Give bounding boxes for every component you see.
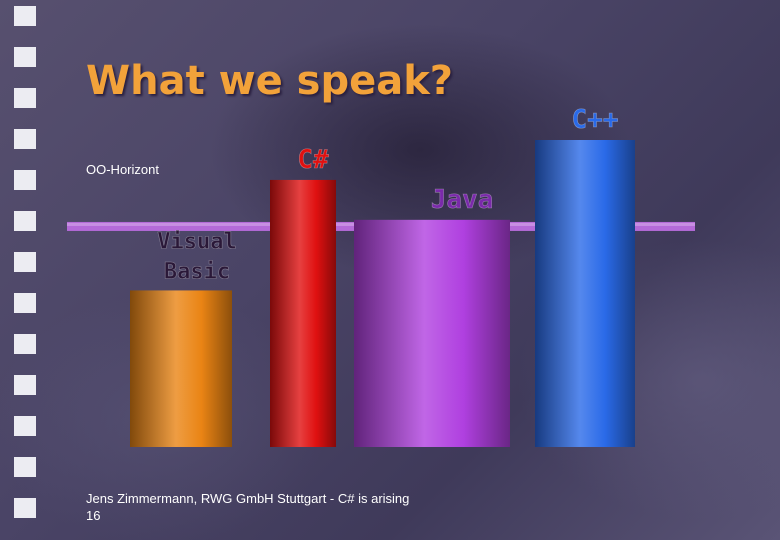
film-square — [14, 375, 36, 395]
film-square — [14, 129, 36, 149]
film-square — [14, 170, 36, 190]
page-number: 16 — [86, 508, 101, 523]
bar-label-1: C# — [297, 145, 329, 175]
footer-text: Jens Zimmermann, RWG GmbH Stuttgart - C#… — [86, 491, 410, 506]
film-square — [14, 293, 36, 313]
film-square — [14, 416, 36, 436]
bar-label-2: Java — [431, 185, 494, 215]
film-square — [14, 211, 36, 231]
film-strip-decoration — [14, 0, 40, 540]
film-square — [14, 498, 36, 518]
film-square — [14, 252, 36, 272]
bar-1 — [270, 179, 336, 447]
bar-label-0: Basic — [164, 259, 230, 284]
film-square — [14, 457, 36, 477]
film-square — [14, 88, 36, 108]
film-square — [14, 6, 36, 26]
bar-label-3: C++ — [572, 105, 619, 135]
oo-horizon-label: OO-Horizont — [86, 162, 159, 177]
bar-3 — [535, 140, 635, 447]
slide-footer: Jens Zimmermann, RWG GmbH Stuttgart - C#… — [86, 490, 466, 524]
bar-0 — [130, 290, 232, 447]
film-square — [14, 47, 36, 67]
bar-2 — [354, 219, 510, 447]
slide-title: What we speak? — [86, 58, 454, 104]
film-square — [14, 334, 36, 354]
bar-label-0: Visual — [157, 229, 236, 254]
